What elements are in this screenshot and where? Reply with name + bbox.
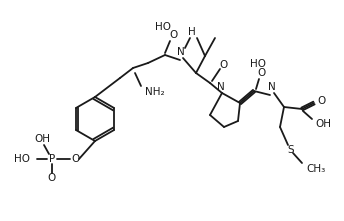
Text: P: P: [49, 154, 55, 164]
Text: O: O: [220, 60, 228, 70]
Text: O: O: [318, 96, 326, 106]
Text: N: N: [217, 82, 225, 92]
Text: S: S: [288, 145, 294, 155]
Text: OH: OH: [315, 119, 331, 129]
Text: HO: HO: [155, 22, 171, 32]
Text: O: O: [257, 68, 265, 78]
Text: HO: HO: [14, 154, 30, 164]
Text: N: N: [177, 47, 185, 57]
Text: HO: HO: [250, 59, 266, 69]
Text: O: O: [48, 173, 56, 183]
Text: O: O: [169, 30, 177, 40]
Text: H: H: [188, 27, 196, 37]
Text: NH₂: NH₂: [145, 87, 165, 97]
Text: OH: OH: [34, 134, 50, 144]
Text: CH₃: CH₃: [306, 164, 325, 174]
Text: N: N: [268, 82, 276, 92]
Text: O: O: [71, 154, 79, 164]
